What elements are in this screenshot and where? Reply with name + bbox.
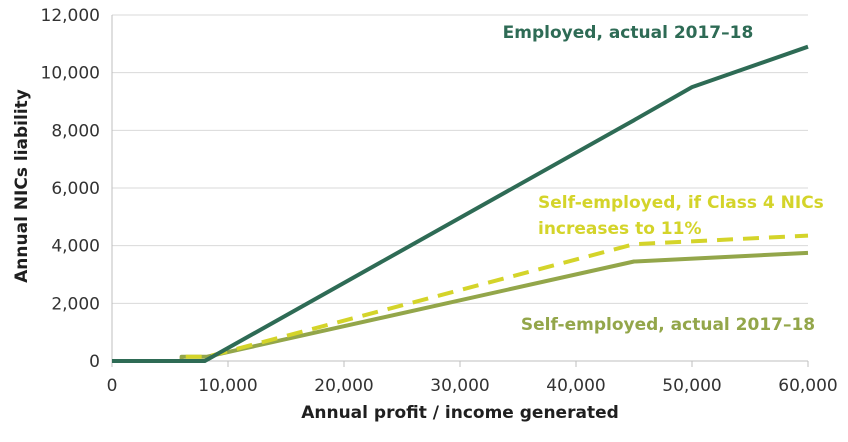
x-axis: 0 10,000 20,000 30,000 40,000 50,000 60,000: [107, 360, 838, 396]
y-tick-label: 6,000: [51, 179, 100, 199]
y-axis-title: Annual NICs liability: [12, 89, 32, 283]
y-tick-label: 10,000: [41, 64, 100, 84]
y-tick-label: 2,000: [51, 294, 100, 314]
series-line-self-employed-actual: [112, 250, 809, 363]
x-tick-label: 0: [107, 376, 118, 396]
x-axis-title: Annual profit / income generated: [301, 403, 619, 423]
x-tick-label: 60,000: [778, 376, 837, 396]
y-tick-label: 4,000: [51, 237, 100, 257]
x-tick-label: 30,000: [430, 376, 489, 396]
series-label-self-employed-actual: Self-employed, actual 2017–18: [521, 315, 815, 335]
x-tick-label: 10,000: [198, 376, 257, 396]
series-lines: [112, 44, 809, 363]
y-tick-label: 12,000: [41, 6, 100, 26]
y-tick-label: 8,000: [51, 121, 100, 141]
x-tick-label: 50,000: [662, 376, 721, 396]
series-label-self-employed-11pct-line1: Self-employed, if Class 4 NICs: [538, 193, 824, 213]
series-label-employed: Employed, actual 2017–18: [503, 23, 754, 43]
y-axis: 0 2,000 4,000 6,000 8,000 10,000 12,000: [41, 6, 113, 372]
series-label-self-employed-11pct: Self-employed, if Class 4 NICs increases…: [538, 193, 830, 239]
gridlines: [112, 14, 808, 362]
series-label-self-employed-11pct-line2: increases to 11%: [538, 219, 702, 239]
y-tick-label: 0: [89, 352, 100, 372]
series-line-employed: [112, 44, 809, 363]
x-tick-label: 40,000: [546, 376, 605, 396]
x-tick-label: 20,000: [314, 376, 373, 396]
